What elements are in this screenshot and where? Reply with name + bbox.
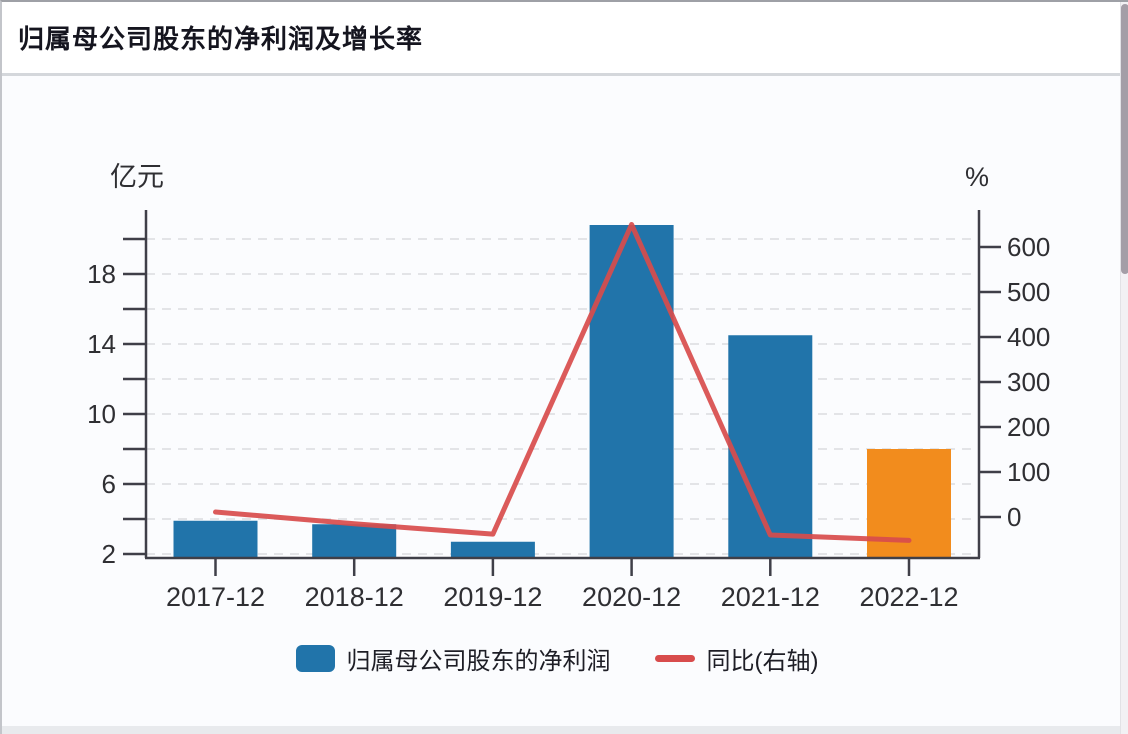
left-axis-tick-label: 10 [87,399,116,429]
bar-series-swatch [295,644,335,672]
right-axis-tick-label: 400 [1007,322,1050,352]
right-axis-tick-label: 100 [1007,457,1050,487]
bar-2021-12 [728,335,813,558]
x-axis-label: 2017-12 [166,582,265,612]
x-axis-label: 2019-12 [443,582,542,612]
bar-2017-12 [173,520,258,558]
bar-series-label: 归属母公司股东的净利润 [346,647,611,675]
vertical-scrollbar[interactable] [1120,2,1128,734]
vertical-scrollbar-thumb[interactable] [1121,4,1128,274]
right-axis-unit-label: % [965,162,989,192]
title-bar: 归属母公司股东的净利润及增长率 [2,2,1128,76]
x-axis-label: 2022-12 [859,582,958,612]
chart-title: 归属母公司股东的净利润及增长率 [18,24,424,54]
left-axis-tick-label: 2 [102,539,116,569]
left-axis-tick-label: 14 [87,329,116,359]
right-axis-tick-label: 600 [1007,232,1050,262]
right-axis-tick-label: 200 [1007,412,1050,442]
bar-2018-12 [312,524,397,558]
legend-item-yoy[interactable]: 同比(右轴) [654,641,819,676]
horizontal-scrollbar-track[interactable] [2,726,1122,734]
x-axis-label: 2018-12 [305,582,404,612]
right-axis-tick-label: 500 [1007,277,1050,307]
left-axis-tick-label: 18 [87,259,116,289]
x-axis-label: 2021-12 [721,582,820,612]
line-series-label: 同比(右轴) [706,647,819,675]
left-axis-tick-label: 6 [102,469,116,499]
legend-item-net-profit[interactable]: 归属母公司股东的净利润 [295,641,611,676]
left-axis-unit-label: 亿元 [110,162,164,192]
right-axis-tick-label: 300 [1007,367,1050,397]
bar-2019-12 [450,541,535,558]
x-axis-label: 2020-12 [582,582,681,612]
chart-legend: 归属母公司股东的净利润 同比(右轴) [2,632,1112,684]
yoy-line-series [213,222,912,543]
line-series-swatch [654,654,695,662]
bar-2020-12 [589,225,674,558]
right-axis-tick-label: 0 [1007,502,1021,532]
